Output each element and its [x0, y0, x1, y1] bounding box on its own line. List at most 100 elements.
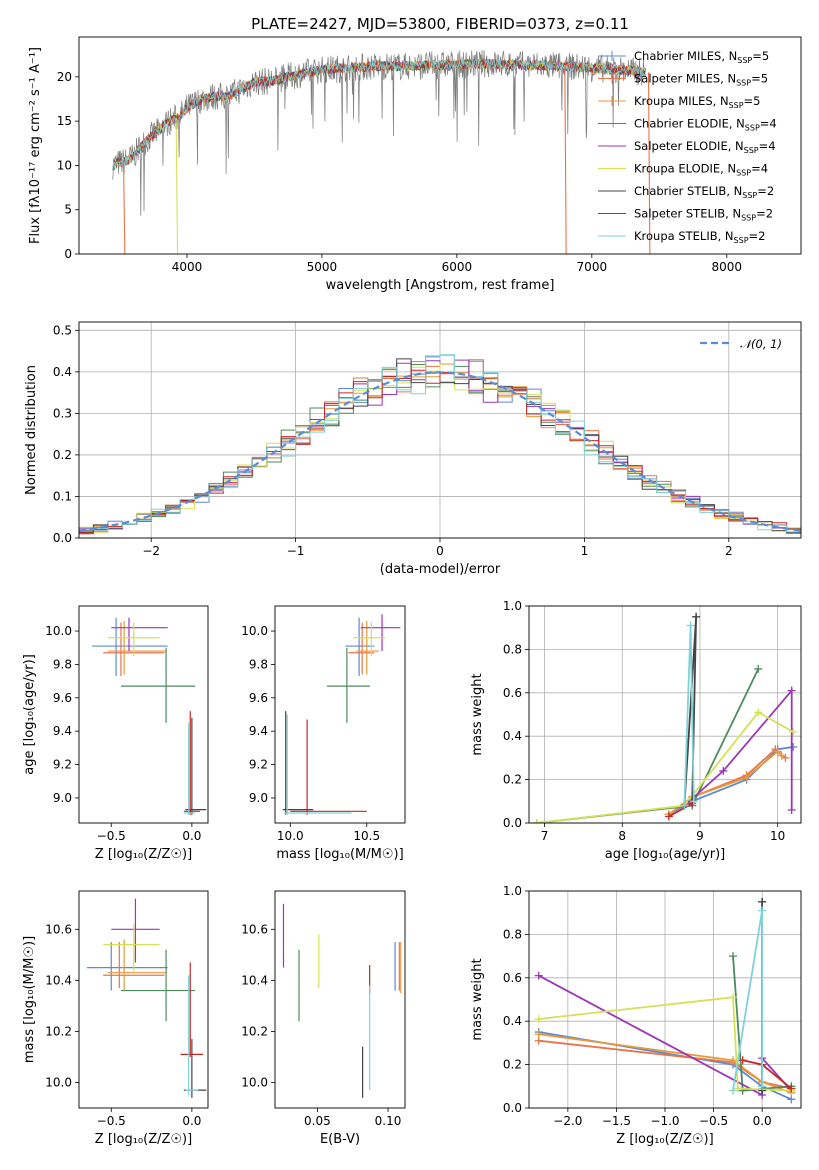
- legend-entry-8: Kroupa STELIB, NSSP=2: [634, 229, 765, 245]
- y-tick-label: 10.4: [45, 973, 72, 987]
- weight-marker: [773, 747, 782, 756]
- x-tick-label: 1: [581, 544, 589, 558]
- y-tick-label: 0: [64, 247, 72, 261]
- x-tick-label: 8: [618, 829, 626, 843]
- axes-frame: [528, 890, 802, 1109]
- y-tick-label: 0.4: [53, 365, 72, 379]
- x-tick-label: 7: [541, 829, 549, 843]
- x-axis-label: Z [log₁₀(Z/Z☉)]: [95, 847, 192, 862]
- weight-line-4: [683, 688, 793, 810]
- weight-marker: [689, 797, 698, 806]
- spectrum-panel: 4000 5000 6000 7000 8000 0 5 10 15 20 wavelength […: [28, 36, 802, 293]
- y-tick-label: 0.3: [53, 406, 72, 420]
- x-tick-label: −2: [142, 544, 160, 558]
- weight-line-5: [536, 711, 794, 823]
- weight-marker: [787, 805, 796, 814]
- y-tick-label: 10.0: [45, 624, 72, 638]
- y-tick-label: 0.4: [503, 1014, 522, 1028]
- y-tick-label: 10.6: [241, 922, 268, 936]
- x-tick-label: 4000: [172, 260, 203, 274]
- y-axis-label: age [log₁₀(age/yr)]: [22, 654, 37, 775]
- x-tick-label: 5000: [307, 260, 338, 274]
- axes-frame: [78, 321, 802, 539]
- x-axis-label: mass [log₁₀(M/M☉)]: [276, 847, 403, 862]
- legend-entry-1: Salpeter MILES, NSSP=5: [634, 72, 768, 88]
- plot-area: [112, 49, 651, 254]
- x-axis-label: Z [log₁₀(Z/Z☉)]: [616, 1132, 713, 1147]
- plot-area: [534, 897, 796, 1104]
- y-tick-label: 9.6: [249, 691, 268, 705]
- plot-area: [282, 903, 402, 1098]
- plot-area: [87, 898, 207, 1098]
- y-tick-label: 0.6: [503, 686, 522, 700]
- x-tick-label: 0.05: [304, 1114, 331, 1128]
- plot-area: [532, 612, 798, 823]
- y-tick-label: 0.1: [53, 489, 72, 503]
- x-tick-label: 10.5: [353, 829, 380, 843]
- x-axis-label: age [log₁₀(age/yr)]: [605, 847, 726, 862]
- x-axis-label: Z [log₁₀(Z/Z☉)]: [95, 1132, 192, 1147]
- weight-marker: [680, 801, 689, 810]
- x-tick-label: 10.0: [277, 829, 304, 843]
- x-tick-label: −0.5: [699, 1114, 728, 1128]
- histogram-8: [79, 354, 801, 537]
- y-tick-label: 0.5: [53, 323, 72, 337]
- spectrum-drop: [647, 72, 651, 254]
- y-tick-label: 0.2: [503, 773, 522, 787]
- x-tick-label: −0.5: [97, 1114, 126, 1128]
- y-tick-label: 1.0: [503, 599, 522, 613]
- weight-marker: [664, 812, 673, 821]
- y-tick-label: 9.2: [53, 758, 72, 772]
- weight-line-0: [538, 1031, 792, 1101]
- legend-entry-6: Chabrier STELIB, NSSP=2: [634, 184, 774, 200]
- axes-frame: [274, 890, 406, 1109]
- y-tick-label: 20: [57, 70, 72, 84]
- weight-marker: [789, 727, 798, 736]
- axes-frame: [274, 605, 406, 824]
- y-tick-label: 0.0: [503, 1101, 522, 1115]
- x-tick-label: 7000: [577, 260, 608, 274]
- weight-marker: [692, 612, 701, 621]
- axes-frame: [78, 36, 802, 255]
- y-tick-label: 9.6: [53, 691, 72, 705]
- spectrum-drop: [564, 66, 567, 254]
- x-tick-label: −1.0: [650, 1114, 679, 1128]
- y-tick-label: 0.6: [503, 971, 522, 985]
- legend-entry-5: Kroupa ELODIE, NSSP=4: [634, 162, 768, 178]
- legend-entry-2: Kroupa MILES, NSSP=5: [634, 94, 760, 110]
- model-line-8: [112, 58, 646, 171]
- y-axis-label: mass [log₁₀(M/M☉)]: [22, 936, 37, 1063]
- age-vs-mass-panel: 10.0 10.5 9.0 9.2 9.4 9.6 9.8 10.0 mass [log₁₀(M…: [241, 605, 406, 862]
- weight-line-6: [683, 616, 697, 806]
- y-axis-label: Normed distribution: [24, 365, 39, 495]
- spectrum-drop: [122, 161, 126, 254]
- weight-marker: [729, 1086, 737, 1095]
- axes-frame: [528, 605, 802, 824]
- y-tick-label: 10.6: [45, 922, 72, 936]
- weight-marker: [789, 743, 798, 752]
- y-tick-label: 10.0: [241, 1075, 268, 1089]
- weight-marker: [532, 819, 541, 823]
- y-tick-label: 9.8: [249, 657, 268, 671]
- residuals-panel: −2 −1 0 1 2 0.0 0.1 0.2 0.3 0.4 0.5 (data-model)/er…: [24, 321, 802, 577]
- weight-marker: [758, 897, 767, 906]
- x-tick-label: 0.0: [182, 829, 201, 843]
- weight-marker: [733, 1084, 742, 1093]
- y-tick-label: 0.8: [503, 642, 522, 656]
- y-tick-label: 1.0: [503, 884, 522, 898]
- legend-normal-label: 𝒩(0, 1): [740, 337, 782, 351]
- weight-vs-metallicity-panel: −2.0 −1.5 −1.0 −0.5 0.0 0.0 0.2 0.4 0.6 0.8 1.0 Z […: [470, 884, 802, 1147]
- weight-line-5: [538, 996, 792, 1092]
- x-tick-label: 0.0: [182, 1114, 201, 1128]
- weight-marker: [754, 708, 763, 717]
- x-axis-label: (data-model)/error: [380, 562, 501, 577]
- x-tick-label: 0: [436, 544, 444, 558]
- x-tick-label: −2.0: [553, 1114, 582, 1128]
- y-tick-label: 9.0: [53, 791, 72, 805]
- y-tick-label: 10.2: [241, 1024, 268, 1038]
- weight-marker: [729, 952, 737, 961]
- model-line-7: [112, 58, 646, 171]
- legend-entry-4: Salpeter ELODIE, NSSP=4: [634, 139, 776, 155]
- y-tick-label: 10.0: [45, 1075, 72, 1089]
- x-axis-label: wavelength [Angstrom, rest frame]: [326, 278, 555, 293]
